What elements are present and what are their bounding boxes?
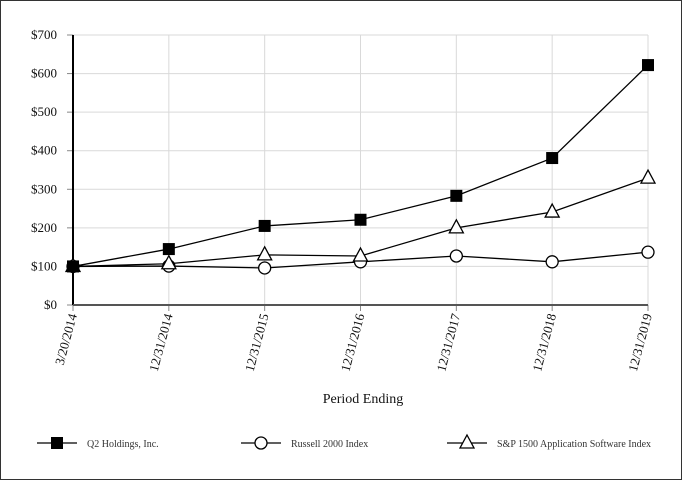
triangle-marker-icon [544,202,561,218]
circle-marker-icon [641,245,655,259]
square-marker-icon [67,260,79,273]
triangle-marker-icon [352,246,369,262]
square-marker-icon [258,219,271,232]
x-axis: 3/20/2014 12/31/2014 12/31/2015 12/31/2016 1… [52,304,655,373]
square-marker-icon [354,213,367,226]
legend-label: Q2 Holdings, Inc. [87,439,159,450]
x-tick-label: 12/31/2015 [242,312,272,373]
legend-item: Q2 Holdings, Inc. [37,437,159,450]
square-marker-icon [51,437,63,449]
circle-marker-icon [449,249,463,263]
square-marker-icon [450,189,463,202]
legend: Q2 Holdings, Inc. Russell 2000 Index S&P 1… [37,433,651,450]
x-tick-label: 12/31/2016 [338,311,368,373]
triangle-marker-icon [256,245,273,261]
x-tick-label: 12/31/2014 [146,311,176,373]
y-tick-label: $500 [31,104,57,119]
x-tick-label: 12/31/2017 [433,311,463,373]
triangle-marker-icon [458,433,476,449]
triangle-marker-icon [448,218,465,234]
series-lines [64,59,657,275]
y-tick-label: $700 [31,27,57,42]
square-marker-icon [162,243,175,256]
y-axis: $0 $100 $200 $300 $400 $500 $600 $700 [31,27,74,312]
circle-marker-icon [258,261,272,275]
x-axis-title: Period Ending [323,392,404,407]
legend-label: Russell 2000 Index [291,439,368,450]
square-marker-icon [642,59,654,72]
legend-item: Russell 2000 Index [241,436,368,450]
legend-label: S&P 1500 Application Software Index [497,439,651,450]
y-tick-label: $100 [31,258,57,273]
x-tick-label: 3/20/2014 [52,311,80,366]
y-tick-label: $300 [31,181,57,196]
y-tick-label: $400 [31,143,57,158]
square-marker-icon [546,152,559,165]
circle-marker-icon [254,436,268,450]
triangle-marker-icon [160,254,177,270]
triangle-marker-icon [639,168,657,184]
circle-marker-icon [545,255,559,269]
x-tick-label: 12/31/2019 [625,312,655,373]
series-0 [67,59,654,273]
legend-item: S&P 1500 Application Software Index [447,433,651,450]
x-tick-label: 12/31/2018 [529,312,559,373]
y-tick-label: $200 [31,220,57,235]
y-tick-label: $600 [31,66,57,81]
y-tick-label: $0 [44,297,57,312]
